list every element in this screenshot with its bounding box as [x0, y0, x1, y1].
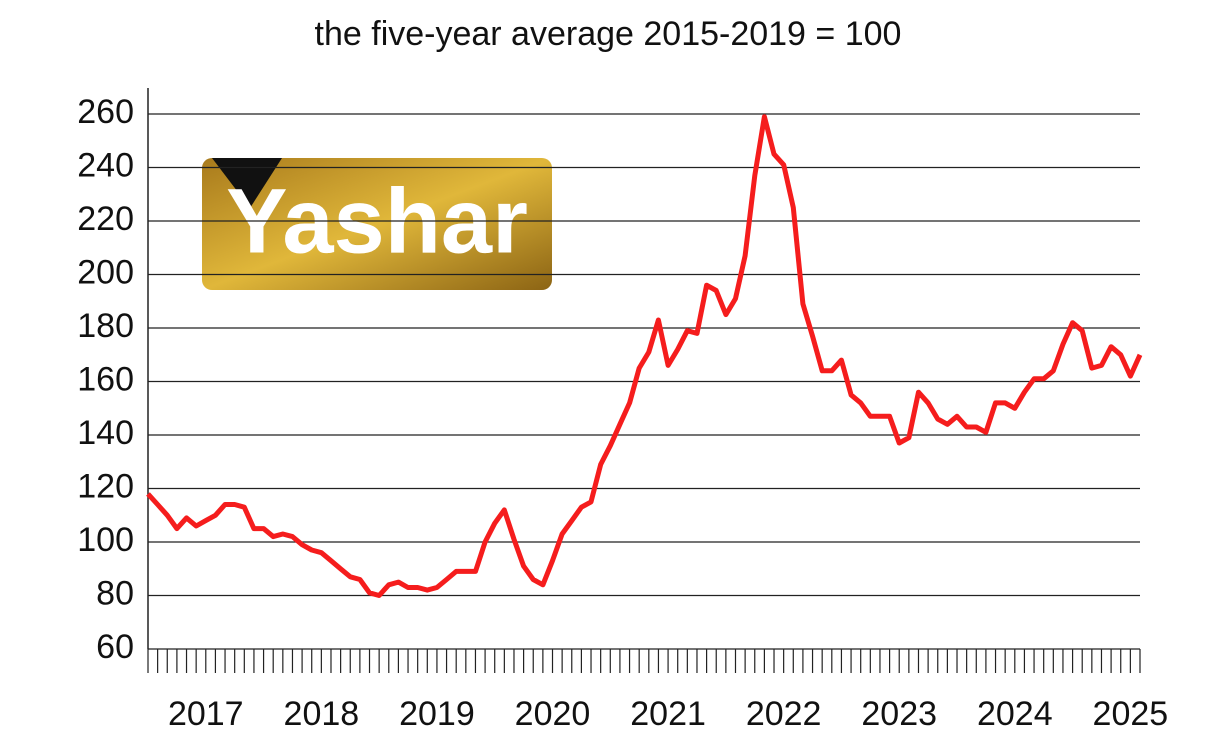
chart-title: the five-year average 2015-2019 = 100: [315, 15, 902, 53]
x-tick-label: 2024: [977, 695, 1053, 733]
y-tick-label: 100: [77, 521, 134, 559]
x-tick-label: 2022: [746, 695, 822, 733]
y-tick-label: 60: [96, 628, 134, 666]
x-tick-label: 2021: [630, 695, 706, 733]
x-tick-label: 2020: [515, 695, 591, 733]
y-tick-label: 160: [77, 360, 134, 398]
x-tick-label: 2018: [284, 695, 360, 733]
y-tick-label: 120: [77, 467, 134, 505]
y-tick-label: 200: [77, 253, 134, 291]
logo-plate: [202, 158, 552, 290]
data-line: [146, 114, 1143, 598]
x-tick-label: 2023: [861, 695, 937, 733]
y-tick-label: 140: [77, 414, 134, 452]
y-tick-label: 240: [77, 146, 134, 184]
x-tick-label: 2019: [399, 695, 475, 733]
watermark-logo: Yashar: [202, 158, 552, 290]
y-tick-label: 220: [77, 200, 134, 238]
x-tick-label: 2025: [1093, 695, 1169, 733]
logo-mark: [212, 158, 282, 208]
y-tick-label: 180: [77, 307, 134, 345]
x-tick-label: 2017: [168, 695, 244, 733]
y-tick-label: 260: [77, 93, 134, 131]
y-tick-label: 80: [96, 574, 134, 612]
